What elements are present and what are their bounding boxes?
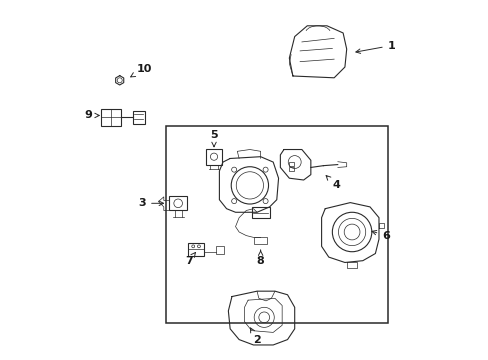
Text: 9: 9 <box>84 111 99 121</box>
Text: 5: 5 <box>210 130 217 147</box>
Text: 8: 8 <box>256 250 264 266</box>
Bar <box>101 109 121 126</box>
Bar <box>215 246 223 254</box>
Text: 10: 10 <box>130 64 151 77</box>
Text: 3: 3 <box>138 198 163 208</box>
Bar <box>251 207 269 218</box>
Text: 1: 1 <box>355 41 395 53</box>
Text: 2: 2 <box>250 328 261 345</box>
Bar <box>289 162 293 166</box>
Bar <box>188 243 203 256</box>
Text: 6: 6 <box>371 230 389 240</box>
Bar <box>132 111 145 124</box>
Text: 7: 7 <box>184 252 195 266</box>
Bar <box>169 196 187 211</box>
Text: 4: 4 <box>325 176 339 190</box>
Bar <box>165 126 387 323</box>
Bar <box>254 237 266 244</box>
Bar <box>289 167 293 171</box>
Bar <box>206 149 222 165</box>
